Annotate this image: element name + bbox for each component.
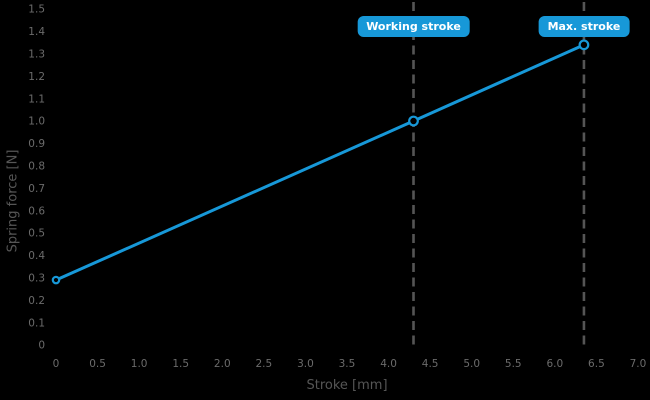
working-stroke-annotation: Working stroke bbox=[357, 16, 470, 37]
x-tick-label: 2.0 bbox=[214, 358, 231, 370]
y-tick-label: 0.1 bbox=[28, 317, 45, 329]
x-tick-label: 3.5 bbox=[339, 358, 356, 370]
y-tick-label: 0.4 bbox=[28, 250, 45, 262]
data-point-marker bbox=[578, 39, 590, 51]
y-tick-label: 0 bbox=[38, 340, 45, 352]
y-tick-label: 0.7 bbox=[28, 183, 45, 195]
y-tick-label: 1.0 bbox=[28, 116, 45, 128]
data-point-marker bbox=[51, 275, 61, 285]
x-tick-label: 1.0 bbox=[131, 358, 148, 370]
y-tick-label: 0.3 bbox=[28, 273, 45, 285]
x-tick-label: 0 bbox=[53, 358, 60, 370]
y-tick-label: 1.5 bbox=[28, 4, 45, 16]
x-tick-label: 5.5 bbox=[505, 358, 522, 370]
x-tick-label: 6.0 bbox=[546, 358, 563, 370]
y-tick-label: 0.5 bbox=[28, 228, 45, 240]
x-tick-label: 5.0 bbox=[463, 358, 480, 370]
series-line-spring-force bbox=[54, 43, 586, 282]
y-tick-label: 1.4 bbox=[28, 26, 45, 38]
y-tick-label: 1.3 bbox=[28, 49, 45, 61]
x-axis-title: Stroke [mm] bbox=[306, 378, 388, 393]
x-tick-label: 6.5 bbox=[588, 358, 605, 370]
x-tick-label: 7.0 bbox=[630, 358, 647, 370]
y-axis-title: Spring force [N] bbox=[5, 149, 21, 253]
data-point-marker bbox=[408, 115, 419, 127]
y-tick-label: 1.2 bbox=[28, 71, 45, 83]
y-tick-label: 0.6 bbox=[28, 205, 45, 217]
y-tick-label: 0.2 bbox=[28, 295, 45, 307]
x-tick-label: 4.0 bbox=[380, 358, 397, 370]
y-tick-label: 0.9 bbox=[28, 138, 45, 150]
x-tick-label: 2.5 bbox=[255, 358, 272, 370]
x-tick-label: 0.5 bbox=[89, 358, 106, 370]
x-tick-label: 3.0 bbox=[297, 358, 314, 370]
y-tick-label: 1.1 bbox=[28, 93, 45, 105]
x-tick-label: 1.5 bbox=[172, 358, 189, 370]
max-stroke-annotation: Max. stroke bbox=[538, 16, 630, 37]
y-tick-label: 0.8 bbox=[28, 161, 45, 173]
x-tick-label: 4.5 bbox=[422, 358, 439, 370]
